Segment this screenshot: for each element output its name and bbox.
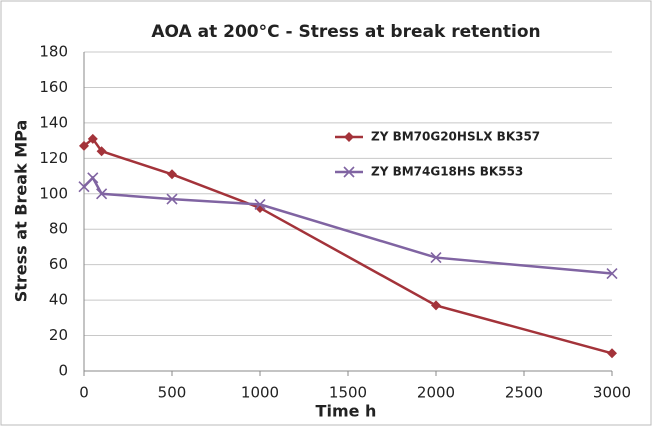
y-tick-label: 80 <box>49 220 68 238</box>
data-point <box>254 198 266 210</box>
data-point <box>607 348 617 359</box>
y-tick-label: 0 <box>58 362 68 380</box>
x-axis-label: Time h <box>316 402 377 421</box>
data-point <box>87 172 99 184</box>
legend-marker <box>343 166 355 178</box>
data-point <box>431 300 441 311</box>
y-tick-label: 100 <box>39 184 68 202</box>
data-point <box>166 193 178 205</box>
x-tick-label: 1500 <box>329 384 367 402</box>
legend-marker <box>344 132 354 142</box>
chart-title: AOA at 200°C - Stress at break retention <box>151 22 540 42</box>
data-point <box>79 140 89 151</box>
legend-label: ZY BM70G20HSLX BK357 <box>371 130 540 144</box>
y-tick-label: 40 <box>49 291 68 309</box>
y-tick-label: 160 <box>39 78 68 96</box>
y-tick-label: 180 <box>39 43 68 61</box>
x-tick-label: 2000 <box>417 384 455 402</box>
data-point <box>430 252 442 264</box>
x-tick-label: 500 <box>158 384 187 402</box>
y-axis-label: Stress at Break MPa <box>12 120 31 303</box>
y-tick-label: 20 <box>49 326 68 344</box>
y-tick-label: 140 <box>39 113 68 131</box>
data-point <box>87 133 98 144</box>
x-tick-label: 1000 <box>241 384 279 402</box>
y-tick-label: 60 <box>49 255 68 273</box>
x-tick-label: 0 <box>79 384 89 402</box>
data-point <box>96 146 107 157</box>
legend-label: ZY BM74G18HS BK553 <box>371 165 523 179</box>
x-tick-label: 3000 <box>593 384 631 402</box>
y-tick-label: 120 <box>39 149 68 167</box>
data-point <box>167 169 177 180</box>
data-point <box>606 267 618 280</box>
data-point <box>96 188 108 200</box>
x-tick-label: 2500 <box>505 384 543 402</box>
data-point <box>78 181 90 193</box>
